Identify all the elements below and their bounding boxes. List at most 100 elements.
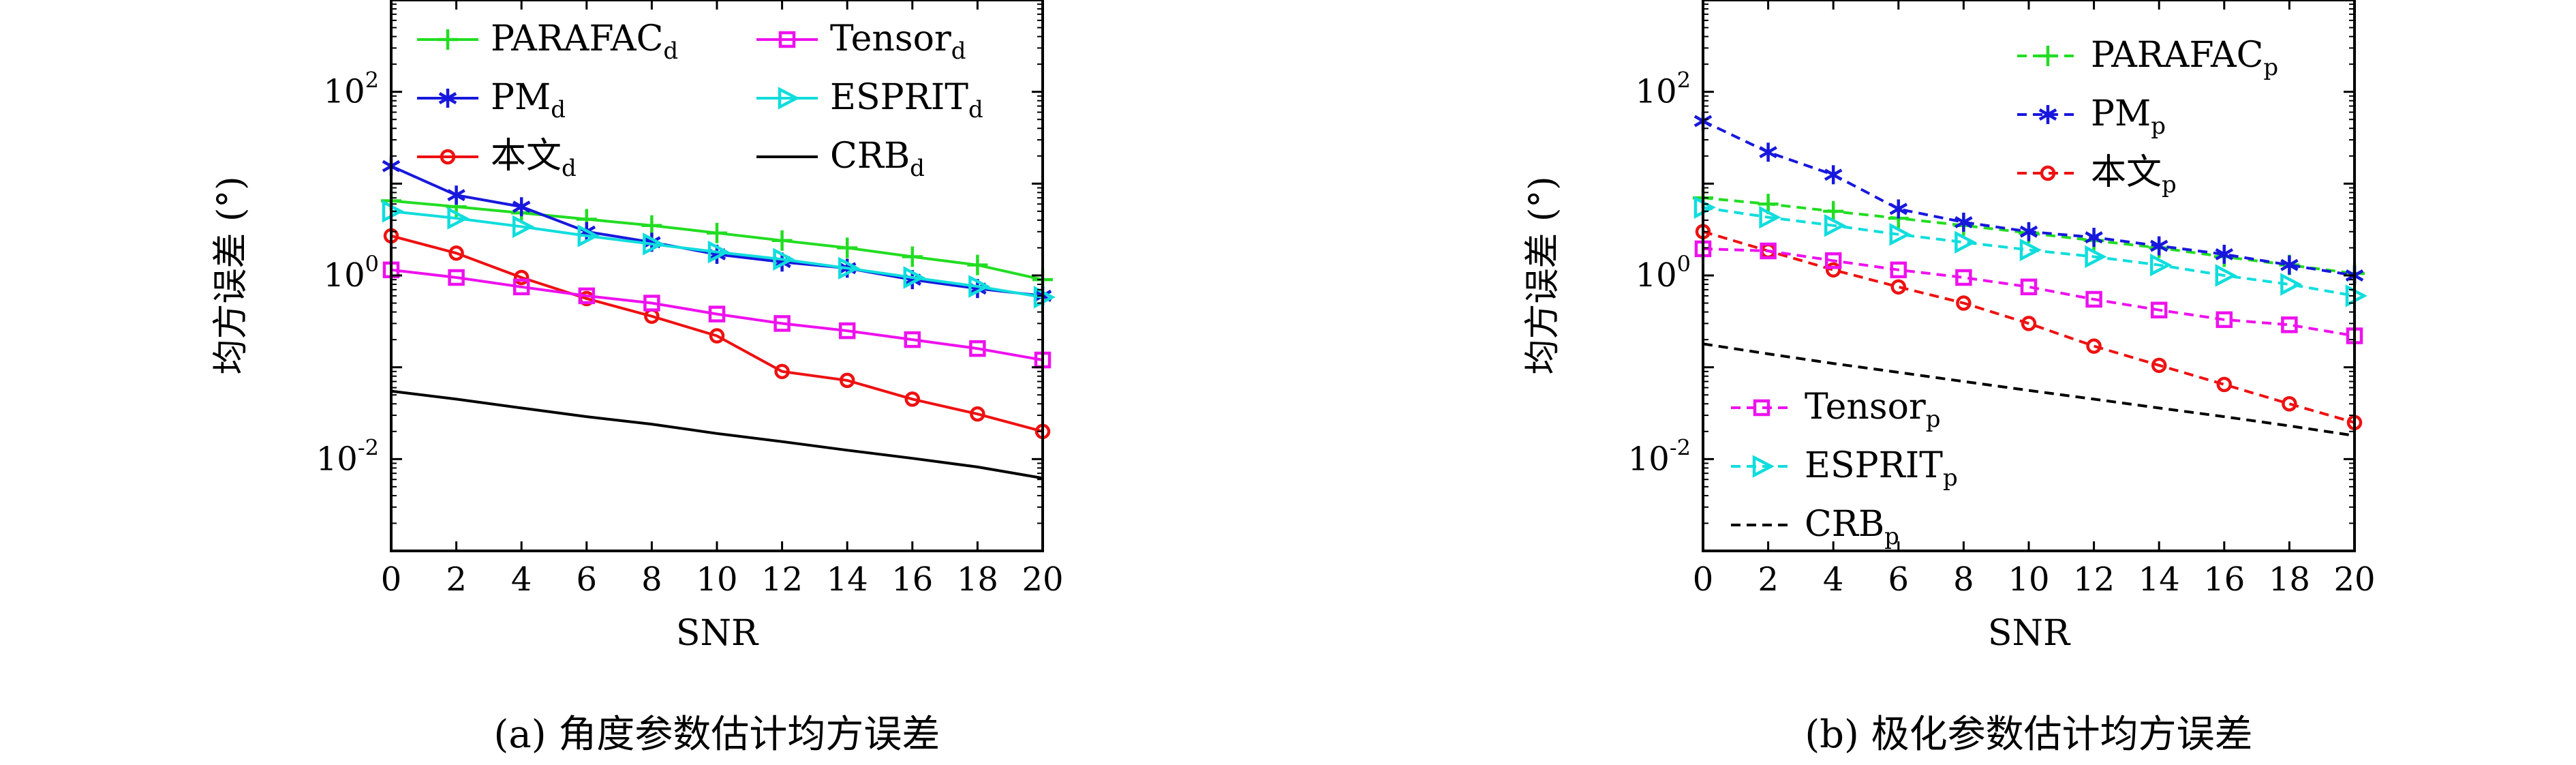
data-point-ring: [2216, 376, 2233, 393]
data-point-box: [1890, 261, 1907, 279]
data-point: [513, 269, 530, 286]
y-tick-base: 10: [1636, 256, 1677, 295]
legend-label: CRBd: [830, 136, 925, 182]
legend-subscript: d: [951, 38, 966, 65]
legend-swatch-marker: [2038, 46, 2058, 66]
data-point-tri: [447, 207, 470, 230]
data-point-ring: [1825, 262, 1841, 278]
legend-label: 本文p: [2091, 152, 2177, 198]
data-point: [707, 240, 730, 264]
series-Tensor-d: [382, 261, 1052, 369]
data-point-box: [1955, 269, 1972, 286]
data-point-tri: [2280, 273, 2303, 296]
legend-entry-本文-p: 本文p: [2017, 152, 2177, 198]
data-point-ring: [2282, 396, 2297, 412]
data-point: [577, 224, 600, 247]
data-point-box: [1824, 252, 1842, 269]
x-tick-label: 10: [696, 560, 737, 599]
figure-caption: (a) 角度参数估计均方误差: [494, 712, 940, 757]
x-axis-label: SNR: [676, 613, 759, 654]
x-tick-label: 14: [2138, 560, 2180, 599]
data-point: [447, 207, 470, 230]
data-point: [2149, 236, 2168, 256]
legend-entry-Tensor-d: Tensord: [756, 18, 966, 65]
legend-name: PARAFAC: [2091, 35, 2263, 76]
data-point: [838, 322, 856, 340]
legend-entry-Tensor-p: Tensorp: [1731, 387, 1941, 433]
series-CRB-p: [1702, 342, 2355, 437]
data-point: [2151, 357, 2167, 374]
y-tick-base: 10: [316, 440, 358, 478]
data-point: [2216, 376, 2233, 393]
series-line: [1702, 342, 2355, 437]
data-point: [773, 315, 791, 332]
y-tick-exp: 0: [365, 251, 379, 277]
series-ESPRIT-d: [382, 200, 1056, 309]
y-tick-label: 100: [324, 251, 379, 295]
data-point-tri: [643, 232, 665, 256]
data-point-spoke: [2149, 239, 2168, 252]
data-point: [2215, 244, 2234, 264]
legend-name: 本文: [2091, 152, 2162, 193]
x-tick-label: 16: [2203, 560, 2245, 599]
data-point-tri: [2215, 264, 2237, 287]
data-point-box: [578, 287, 596, 305]
data-point: [2281, 316, 2298, 333]
legend-entry-PARAFAC-p: PARAFACp: [2017, 35, 2278, 81]
y-tick-base: 10: [1628, 440, 1670, 478]
legend-swatch-marker-spoke: [2038, 108, 2057, 121]
y-tick-label: 10-2: [1628, 434, 1691, 478]
legend-swatch-marker: [440, 149, 456, 165]
data-point-spoke: [512, 200, 531, 213]
data-point: [837, 237, 858, 258]
x-tick-label: 20: [1022, 560, 1063, 599]
data-point: [967, 254, 988, 275]
data-point-tri: [968, 275, 991, 298]
x-tick-label: 16: [891, 560, 933, 599]
data-point-ring: [1890, 279, 1907, 295]
data-point: [512, 278, 530, 296]
data-point: [774, 363, 790, 380]
legend-swatch-marker: [438, 89, 457, 108]
data-point: [708, 305, 726, 322]
legend-swatch-marker-ring: [440, 149, 456, 165]
series-line: [390, 209, 1043, 299]
legend-name: PM: [2091, 93, 2151, 134]
y-axis-label: 均方误差 (°): [1522, 176, 1563, 374]
data-point: [1954, 230, 1977, 254]
data-point: [1759, 142, 1777, 162]
legend-swatch-marker: [778, 87, 800, 110]
x-tick-label: 8: [641, 560, 662, 599]
data-point-spoke: [2085, 231, 2103, 244]
data-point: [2019, 222, 2038, 241]
data-point-tri: [773, 247, 795, 271]
y-tick-label: 10-2: [316, 434, 379, 478]
data-point-box: [512, 278, 530, 296]
legend-label: CRBp: [1805, 504, 1899, 550]
data-point-ring: [2086, 338, 2102, 354]
series-line: [1702, 230, 2355, 424]
legend-name: PARAFAC: [491, 18, 663, 59]
data-point-tri: [707, 240, 730, 264]
y-tick-base: 10: [324, 256, 365, 295]
data-point-tri: [1954, 230, 1977, 254]
plot-frame: [1702, 0, 2356, 552]
data-point-box: [773, 315, 791, 332]
y-tick-label: 102: [324, 68, 379, 111]
data-point: [1824, 214, 1847, 237]
data-point-box: [1760, 242, 1777, 260]
legend-entry-CRB-p: CRBp: [1731, 504, 1899, 550]
data-point-ring: [904, 391, 921, 407]
legend-label: ESPRITd: [830, 77, 983, 123]
data-point: [1760, 242, 1777, 260]
y-tick-exp: -2: [358, 434, 379, 460]
legend-label: Tensorp: [1805, 387, 1941, 433]
legend-swatch-marker: [2038, 105, 2057, 124]
y-tick-exp: -2: [1670, 434, 1691, 460]
data-point: [1954, 212, 1973, 232]
legend-swatch-marker: [438, 29, 458, 50]
series-line: [1702, 206, 2355, 297]
legend-swatch-marker-spoke: [438, 92, 457, 104]
legend-label: PARAFACd: [491, 18, 678, 65]
